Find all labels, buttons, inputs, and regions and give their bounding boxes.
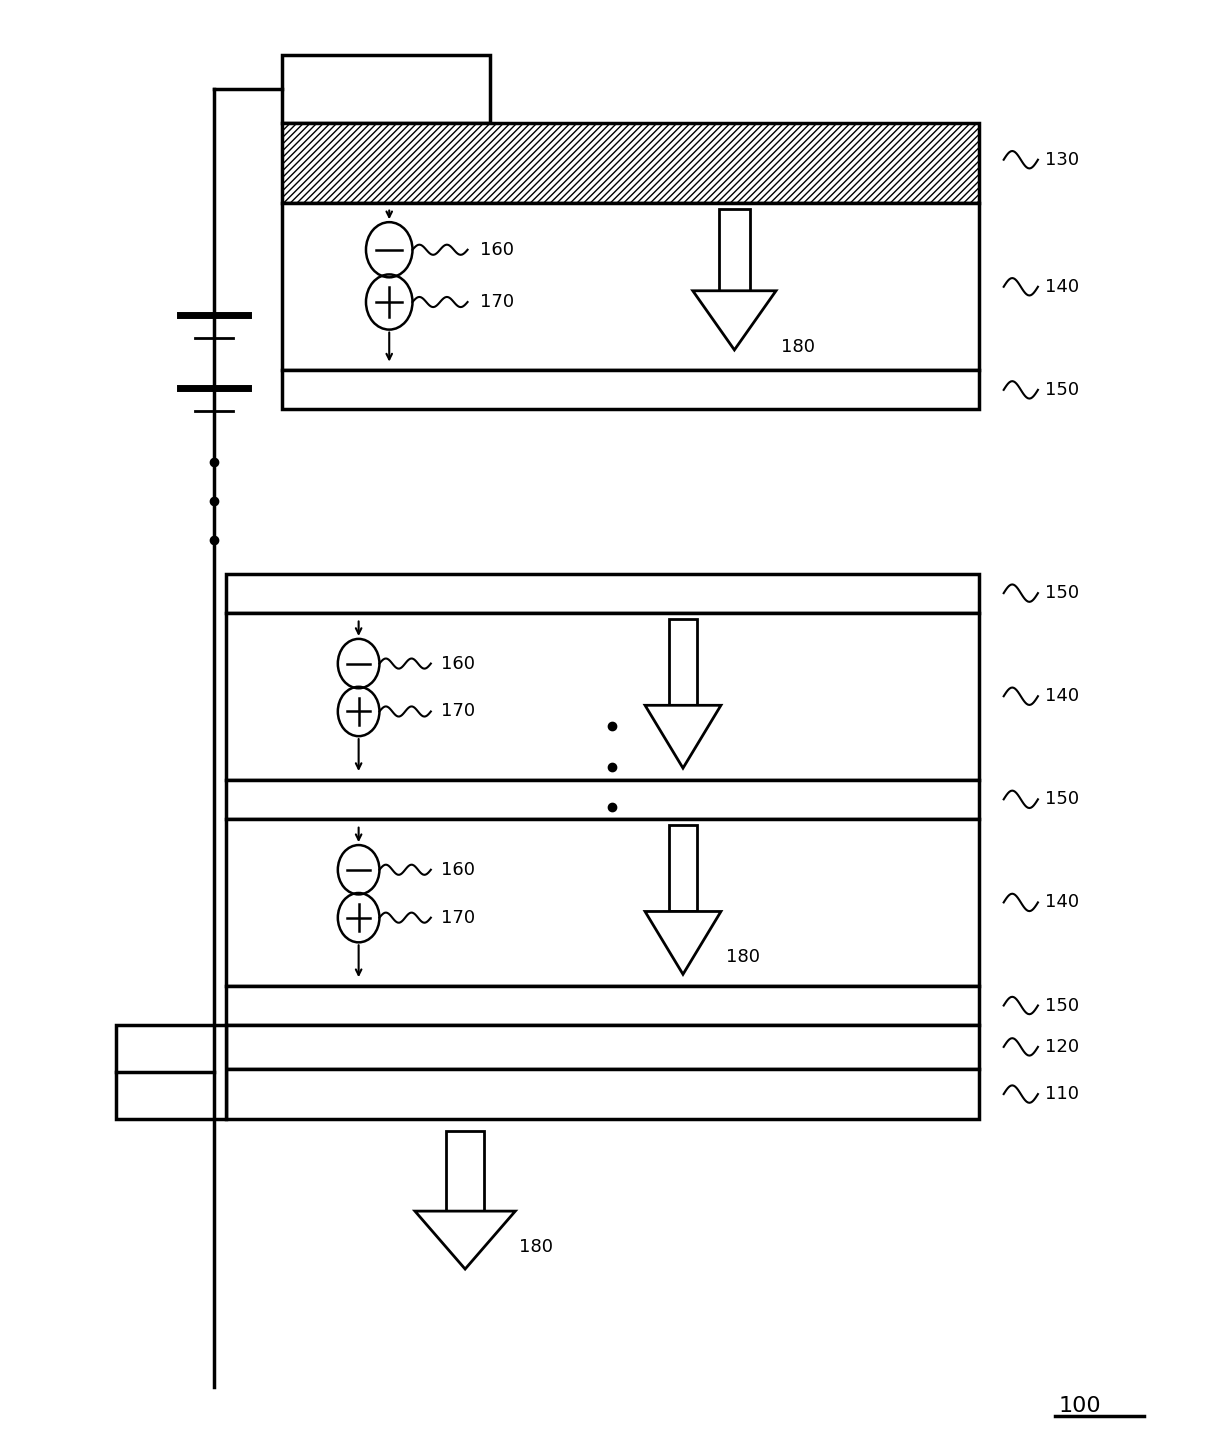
Text: 140: 140 [1045, 277, 1080, 296]
Text: 120: 120 [1045, 1038, 1080, 1056]
Text: 180: 180 [781, 338, 815, 356]
Text: 150: 150 [1045, 790, 1080, 809]
Text: 150: 150 [1045, 584, 1080, 603]
Polygon shape [645, 912, 721, 974]
Bar [282, 123, 979, 203]
Text: 170: 170 [441, 703, 475, 720]
Text: 170: 170 [480, 293, 514, 311]
Bar [226, 574, 979, 613]
Text: 140: 140 [1045, 893, 1080, 912]
Bar [282, 203, 979, 370]
Bar [446, 1131, 485, 1211]
Bar [668, 619, 698, 706]
Text: 170: 170 [441, 909, 475, 926]
Bar [282, 370, 979, 409]
Polygon shape [415, 1211, 515, 1269]
Bar [226, 986, 979, 1025]
Bar [282, 55, 490, 123]
Polygon shape [693, 290, 776, 350]
Polygon shape [645, 706, 721, 768]
Text: 100: 100 [1059, 1395, 1102, 1416]
Bar [226, 1025, 979, 1069]
Text: 160: 160 [441, 861, 475, 878]
Bar [668, 825, 698, 912]
Bar [226, 613, 979, 780]
Text: 180: 180 [519, 1239, 553, 1256]
Text: 150: 150 [1045, 380, 1080, 399]
Text: 180: 180 [726, 948, 760, 966]
Text: 160: 160 [441, 655, 475, 672]
Text: 150: 150 [1045, 996, 1080, 1015]
Bar [226, 780, 979, 819]
Text: 160: 160 [480, 241, 514, 258]
Bar [116, 1025, 226, 1119]
Text: 140: 140 [1045, 687, 1080, 706]
Bar [718, 209, 750, 290]
Text: 130: 130 [1045, 151, 1080, 168]
Bar [226, 819, 979, 986]
Text: 110: 110 [1045, 1085, 1080, 1104]
Bar [226, 1069, 979, 1119]
